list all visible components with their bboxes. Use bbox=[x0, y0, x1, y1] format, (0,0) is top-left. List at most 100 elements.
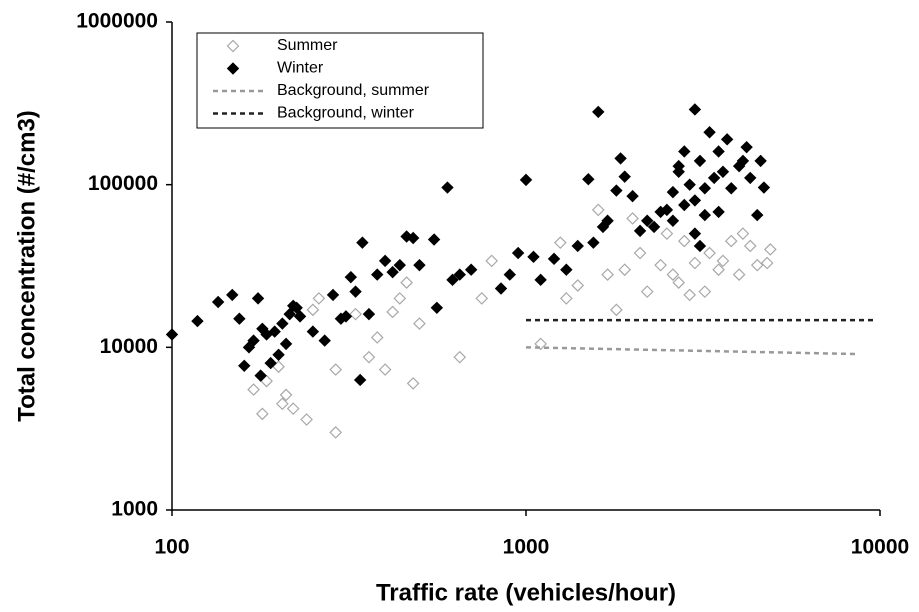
point bbox=[678, 145, 691, 158]
x-tick-label: 10000 bbox=[851, 536, 909, 559]
point bbox=[732, 268, 746, 281]
point bbox=[725, 182, 738, 195]
point bbox=[688, 227, 702, 240]
point bbox=[356, 236, 369, 249]
point bbox=[251, 292, 265, 305]
point bbox=[362, 307, 376, 321]
point bbox=[485, 254, 499, 268]
point bbox=[386, 265, 399, 279]
x-tick-label: 100 bbox=[154, 536, 189, 559]
point bbox=[312, 292, 326, 305]
point bbox=[712, 263, 725, 277]
point bbox=[264, 356, 277, 370]
point bbox=[720, 133, 734, 146]
point bbox=[592, 105, 605, 119]
legend-marker bbox=[226, 62, 240, 75]
point bbox=[406, 231, 420, 245]
point bbox=[393, 292, 407, 305]
point bbox=[519, 173, 533, 187]
point bbox=[582, 173, 595, 186]
point bbox=[688, 194, 702, 207]
point bbox=[511, 246, 525, 260]
point bbox=[610, 303, 623, 317]
point bbox=[370, 331, 384, 344]
point bbox=[633, 224, 647, 238]
point bbox=[306, 325, 320, 338]
point bbox=[559, 292, 573, 305]
point bbox=[601, 214, 614, 227]
legend-label: Background, summer bbox=[277, 82, 430, 99]
point bbox=[353, 373, 367, 387]
point bbox=[329, 426, 343, 439]
point bbox=[279, 388, 293, 402]
point bbox=[677, 234, 691, 248]
point bbox=[362, 350, 376, 364]
point bbox=[400, 276, 413, 289]
point bbox=[641, 214, 654, 227]
point bbox=[413, 317, 426, 330]
point bbox=[464, 263, 478, 276]
point bbox=[763, 243, 777, 256]
point bbox=[678, 198, 691, 212]
point bbox=[698, 208, 712, 222]
point bbox=[672, 159, 685, 173]
point bbox=[378, 363, 392, 376]
point bbox=[698, 182, 712, 195]
point bbox=[744, 171, 757, 185]
point bbox=[698, 285, 712, 298]
point bbox=[618, 170, 631, 183]
point bbox=[660, 227, 674, 240]
point bbox=[378, 254, 392, 268]
x-axis-title: Traffic rate (vehicles/hour) bbox=[376, 579, 676, 606]
point bbox=[666, 185, 680, 199]
point bbox=[534, 337, 548, 351]
y-tick-label: 100000 bbox=[88, 172, 158, 195]
point bbox=[672, 276, 686, 289]
point bbox=[494, 282, 508, 295]
point bbox=[211, 295, 225, 309]
point bbox=[371, 268, 384, 281]
point bbox=[587, 236, 600, 249]
point bbox=[754, 154, 767, 168]
point bbox=[326, 288, 340, 302]
point bbox=[654, 258, 667, 272]
point bbox=[191, 314, 204, 328]
point bbox=[430, 301, 444, 315]
point bbox=[666, 268, 680, 281]
legend-label: Background, winter bbox=[277, 105, 415, 122]
point bbox=[724, 234, 738, 248]
point bbox=[247, 334, 260, 347]
point bbox=[276, 397, 289, 411]
point bbox=[736, 227, 750, 240]
point bbox=[703, 246, 716, 260]
point bbox=[393, 258, 406, 272]
point bbox=[344, 270, 358, 284]
point bbox=[339, 310, 353, 323]
legend-label: Summer bbox=[277, 37, 338, 54]
point bbox=[703, 126, 716, 139]
point bbox=[626, 189, 639, 203]
point bbox=[406, 377, 420, 390]
y-tick-label: 10000 bbox=[100, 335, 158, 358]
point bbox=[693, 239, 707, 253]
point bbox=[534, 273, 547, 287]
point bbox=[610, 184, 623, 197]
point bbox=[427, 233, 441, 246]
y-axis-title: Total concentration (#/cm3) bbox=[13, 110, 40, 422]
point bbox=[743, 239, 757, 253]
y-tick-label: 1000 bbox=[111, 498, 158, 521]
point bbox=[349, 285, 362, 298]
legend-label: Winter bbox=[277, 60, 324, 77]
point bbox=[666, 214, 680, 227]
point bbox=[660, 203, 674, 217]
point bbox=[527, 250, 540, 264]
point bbox=[560, 263, 573, 276]
point bbox=[386, 305, 399, 319]
point bbox=[760, 256, 774, 270]
point bbox=[693, 154, 707, 168]
legend-marker bbox=[226, 39, 240, 53]
point bbox=[247, 383, 260, 396]
point bbox=[306, 303, 320, 317]
point bbox=[688, 103, 702, 116]
